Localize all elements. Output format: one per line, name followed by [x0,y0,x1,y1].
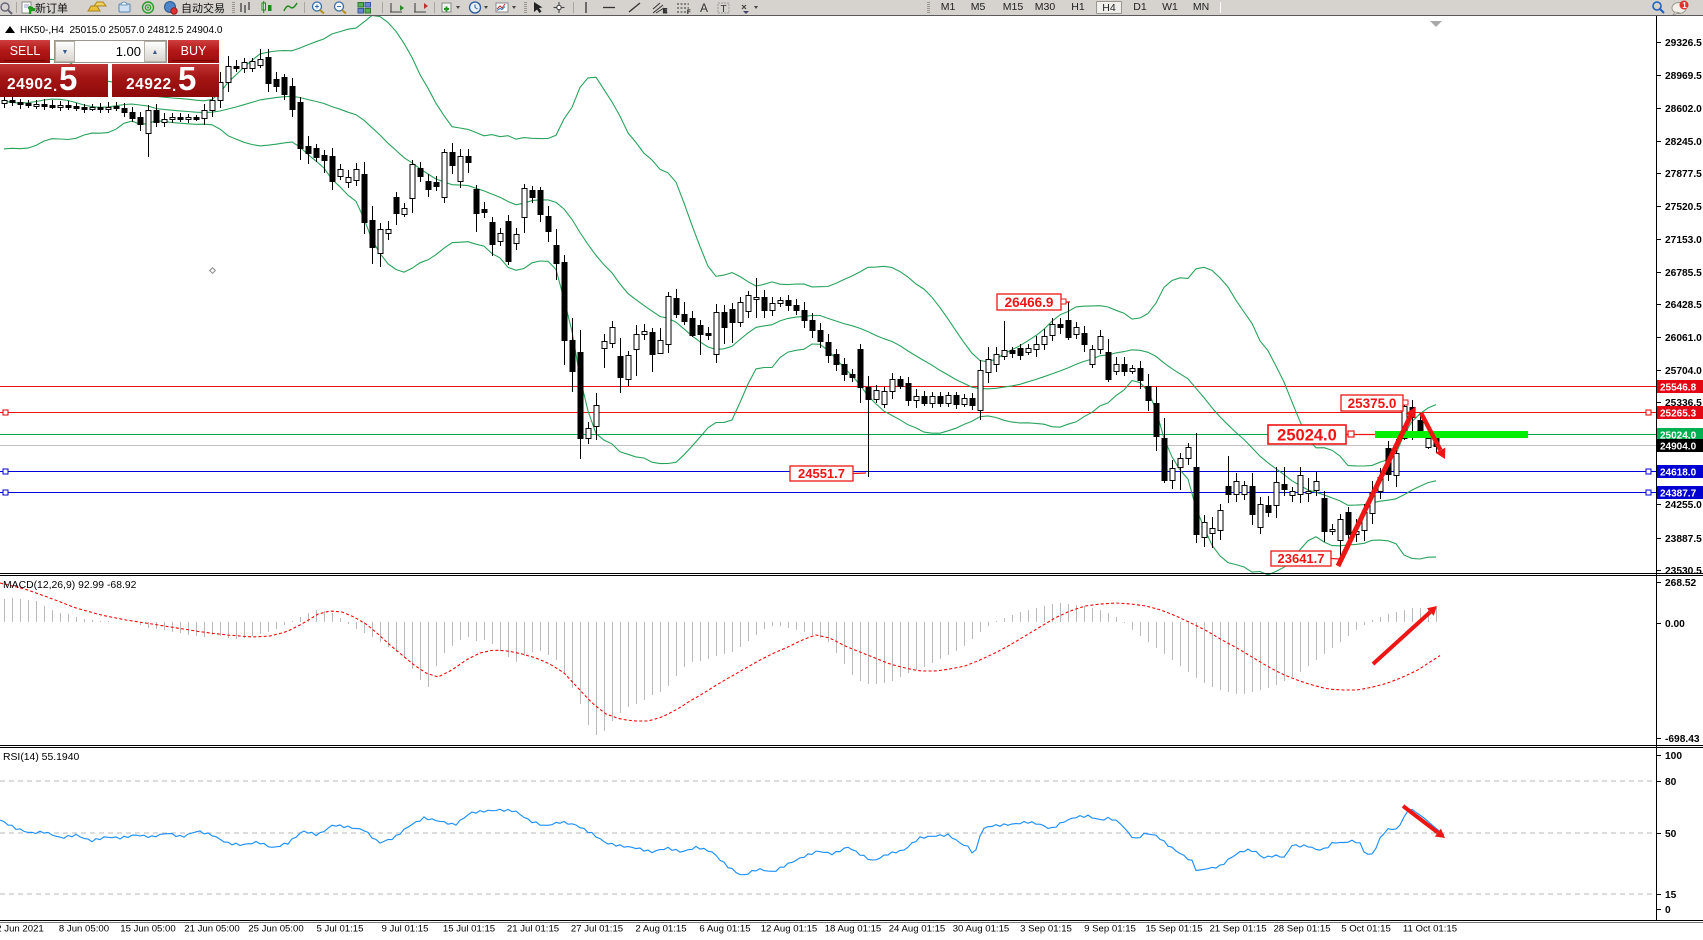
svg-text:26428.5: 26428.5 [1665,300,1702,311]
svg-text:6 Aug 01:15: 6 Aug 01:15 [699,924,750,935]
svg-text:15 Jul 01:15: 15 Jul 01:15 [443,924,495,935]
svg-text:T: T [721,4,727,15]
svg-text:21 Sep 01:15: 21 Sep 01:15 [1209,924,1266,935]
svg-text:0: 0 [1665,905,1671,916]
svg-text:2 Jun 2021: 2 Jun 2021 [0,924,44,935]
svg-text:24 Aug 01:15: 24 Aug 01:15 [889,924,946,935]
svg-text:28602.0: 28602.0 [1665,104,1702,115]
svg-text:25546.8: 25546.8 [1660,383,1697,394]
svg-text:2 Aug 01:15: 2 Aug 01:15 [635,924,686,935]
svg-text:28245.0: 28245.0 [1665,137,1702,148]
svg-text:28969.5: 28969.5 [1665,71,1702,82]
svg-text:24387.7: 24387.7 [1660,489,1697,500]
svg-text:0.00: 0.00 [1665,619,1685,630]
svg-text:9 Sep 01:15: 9 Sep 01:15 [1084,924,1136,935]
svg-text:18 Aug 01:15: 18 Aug 01:15 [825,924,882,935]
svg-text:HK50-,H4 25015.0 25057.0 2481: HK50-,H4 25015.0 25057.0 24812.5 24904.0 [20,25,223,36]
svg-text:15 Jun 05:00: 15 Jun 05:00 [120,924,175,935]
svg-text:27877.5: 27877.5 [1665,169,1702,180]
svg-text:3 Sep 01:15: 3 Sep 01:15 [1020,924,1072,935]
svg-text:27 Jul 01:15: 27 Jul 01:15 [571,924,623,935]
svg-text:1: 1 [1682,1,1687,10]
svg-text:9 Jul 01:15: 9 Jul 01:15 [382,924,429,935]
svg-text:25704.0: 25704.0 [1665,366,1702,377]
svg-text:24618.0: 24618.0 [1660,468,1697,479]
svg-text:23530.5: 23530.5 [1665,566,1702,577]
svg-text:25024.0: 25024.0 [1660,431,1697,442]
svg-text:23641.7: 23641.7 [1278,551,1325,566]
svg-text:26785.5: 26785.5 [1665,268,1702,279]
svg-text:100: 100 [1665,751,1682,762]
svg-text:E: E [663,9,667,15]
svg-text:30 Aug 01:15: 30 Aug 01:15 [953,924,1010,935]
svg-text:27520.5: 27520.5 [1665,202,1702,213]
svg-text:25336.5: 25336.5 [1665,398,1702,409]
svg-text:5 Oct 01:15: 5 Oct 01:15 [1341,924,1391,935]
svg-text:25 Jun 05:00: 25 Jun 05:00 [248,924,303,935]
svg-text:29326.5: 29326.5 [1665,38,1702,49]
svg-text:24904.0: 24904.0 [1660,442,1697,453]
svg-text:8 Jun 05:00: 8 Jun 05:00 [59,924,109,935]
svg-text:15: 15 [1665,890,1677,901]
svg-text:50: 50 [1665,829,1677,840]
svg-text:28 Sep 01:15: 28 Sep 01:15 [1273,924,1330,935]
svg-text:25265.3: 25265.3 [1660,409,1697,420]
svg-text:MACD(12,26,9) 92.99 -68.92: MACD(12,26,9) 92.99 -68.92 [3,580,137,591]
svg-text:5 Jul 01:15: 5 Jul 01:15 [317,924,364,935]
svg-text:27153.0: 27153.0 [1665,235,1702,246]
svg-text:12 Aug 01:15: 12 Aug 01:15 [761,924,818,935]
svg-text:80: 80 [1665,777,1677,788]
svg-text:23887.5: 23887.5 [1665,534,1702,545]
svg-text:F: F [687,10,691,15]
svg-text:25024.0: 25024.0 [1277,427,1337,445]
svg-text:26061.0: 26061.0 [1665,333,1702,344]
svg-text:-698.43: -698.43 [1665,734,1700,745]
svg-text:11 Oct 01:15: 11 Oct 01:15 [1403,924,1457,935]
svg-text:15 Sep 01:15: 15 Sep 01:15 [1145,924,1202,935]
svg-text:25375.0: 25375.0 [1348,396,1397,411]
svg-text:24551.7: 24551.7 [798,466,845,481]
svg-text:24255.0: 24255.0 [1665,500,1702,511]
svg-text:RSI(14) 55.1940: RSI(14) 55.1940 [3,752,79,763]
svg-text:21 Jul 01:15: 21 Jul 01:15 [507,924,559,935]
svg-text:A: A [700,1,708,15]
svg-text:21 Jun 05:00: 21 Jun 05:00 [184,924,239,935]
svg-text:26466.9: 26466.9 [1005,295,1054,310]
svg-text:268.52: 268.52 [1665,578,1696,589]
